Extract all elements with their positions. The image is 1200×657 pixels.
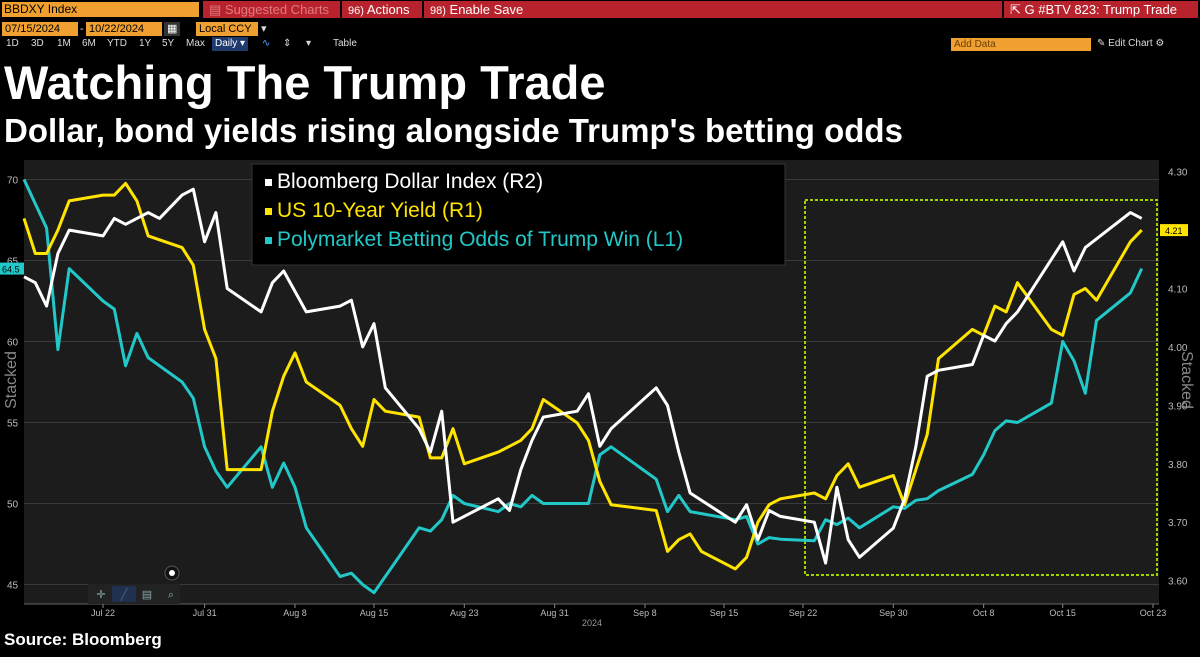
settings-icon[interactable]: ⚙ [1155,38,1165,49]
left-tick-label: 70 [7,175,19,186]
x-tick-label: Sep 15 [710,608,739,618]
x-tick-label: Jul 22 [91,608,115,618]
right-tick-label: 3.90 [1168,401,1188,412]
legend-box [251,163,786,266]
x-tick-label: Aug 8 [283,608,307,618]
legend-label: Polymarket Betting Odds of Trump Win (L1… [277,228,683,251]
right-current-marker [1160,224,1188,237]
chart: 4550556065703.603.703.803.904.004.104.20… [0,156,1200,630]
edit-chart-button[interactable]: ✎ Edit Chart ⚙ [1097,38,1165,49]
range-6m[interactable]: 6M [82,38,96,49]
x-tick-label: Aug 15 [360,608,389,618]
range-5y[interactable]: 5Y [162,38,175,49]
right-tick-label: 4.00 [1168,343,1188,354]
left-tick-label: 55 [7,419,19,430]
period-select[interactable]: Daily ▾ [212,37,249,51]
right-current-value: 4.21 [1165,226,1183,236]
range-max[interactable]: Max [186,38,205,49]
left-axis-label: Stacked [3,351,20,409]
chart-tools: ✛╱▤⌕ [88,565,180,604]
series-line-0 [23,187,1143,565]
legend: Bloomberg Dollar Index (R2) US 10-Year Yi… [251,163,786,266]
left-current-marker [0,262,24,275]
left-tick-label: 45 [7,581,19,592]
popout-icon[interactable]: ⇱ [1010,2,1025,17]
right-tick-label: 4.10 [1168,285,1188,296]
x-tick-label: Oct 8 [973,608,995,618]
legend-label: US 10-Year Yield (R1) [277,199,483,222]
actions-button[interactable]: 96) Actions [342,1,422,18]
left-tick-label: 60 [7,337,19,348]
source-note: Source: Bloomberg [4,630,162,649]
range-1y[interactable]: 1Y [139,38,152,49]
window-title: ⇱ G #BTV 823: Trump Trade [1004,1,1198,18]
start-date-field[interactable]: 07/15/2024 [2,22,78,36]
x-year-label: 2024 [582,618,602,628]
calendar-icon[interactable]: ▦ [164,22,181,36]
bar-style-icon[interactable]: ⇕ [283,38,292,49]
x-tick-label: Sep 22 [789,608,818,618]
chart-icon: ▤ [209,2,225,17]
tool-selected [112,586,136,602]
left-current-value: 64.5 [2,265,20,275]
chart-type-dropdown-icon[interactable]: ▾ [306,38,312,49]
left-tick-label: 50 [7,500,19,511]
right-tick-label: 3.80 [1168,460,1188,471]
range-1m[interactable]: 1M [57,38,71,49]
x-tick-label: Oct 23 [1140,608,1167,618]
series-line-2 [22,178,1144,595]
x-tick-label: Jul 31 [193,608,217,618]
tool-dot [169,570,175,576]
range-ytd[interactable]: YTD [107,38,127,49]
line-chart-icon[interactable]: ∿ [262,38,271,49]
legend-label: Bloomberg Dollar Index (R2) [277,170,543,193]
suggested-charts-button[interactable]: ▤ Suggested Charts [203,1,340,18]
right-tick-label: 3.60 [1168,577,1188,588]
page-subtitle: Dollar, bond yields rising alongside Tru… [4,112,903,149]
x-tick-label: Sep 8 [633,608,657,618]
legend-swatch [265,208,272,215]
currency-dropdown-icon[interactable]: ▾ [261,23,267,35]
enable-save-button[interactable]: 98) Enable Save [424,1,1002,18]
end-date-field[interactable]: 10/22/2024 [86,22,162,36]
crosshair-icon[interactable]: ✛ [96,589,105,601]
legend-swatch [265,179,272,186]
add-data-input[interactable]: Add Data [951,38,1091,51]
table-button[interactable]: Table [333,38,357,49]
highlight-box [804,199,1158,576]
range-1d[interactable]: 1D [6,38,19,49]
right-tick-label: 3.70 [1168,518,1188,529]
x-tick-label: Oct 15 [1049,608,1076,618]
x-tick-label: Sep 30 [879,608,908,618]
left-tick-label: 65 [7,256,19,267]
annotation-icon[interactable]: ▤ [142,589,152,601]
right-tick-label: 4.30 [1168,168,1188,179]
currency-select[interactable]: Local CCY [196,22,258,36]
right-axis-label: Stacked [1178,351,1195,409]
series-line-1 [22,181,1143,571]
legend-swatch [265,237,272,244]
x-tick-label: Aug 23 [450,608,479,618]
zoom-icon[interactable]: ⌕ [168,589,174,601]
page-title: Watching The Trump Trade [4,56,606,109]
ticker-field[interactable]: BBDXY Index [2,2,199,17]
range-3d[interactable]: 3D [31,38,44,49]
x-tick-label: Aug 31 [540,608,569,618]
